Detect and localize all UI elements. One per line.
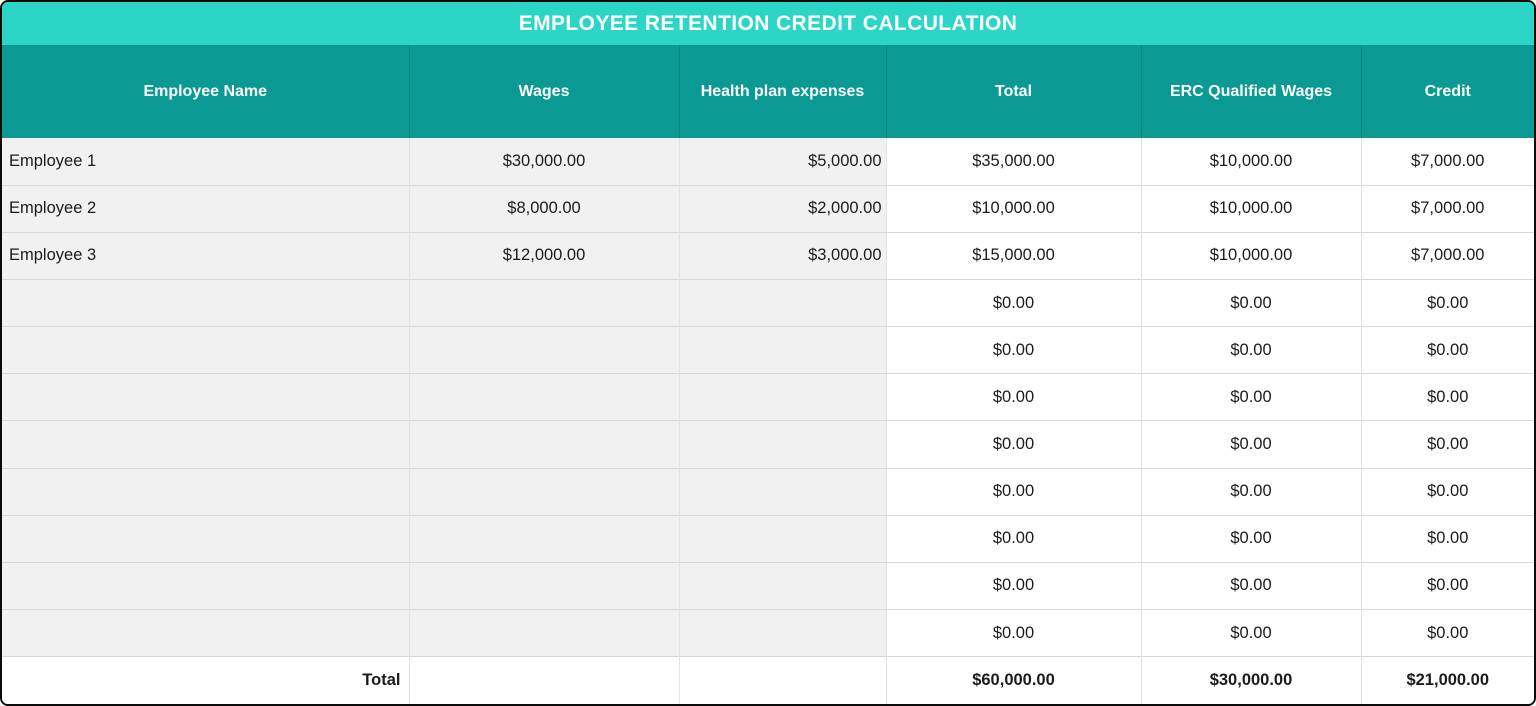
cell-erc-qualified-wages-row10[interactable]: $0.00 — [1140, 561, 1361, 610]
cell-health-plan-expenses-row3[interactable]: $3,000.00 — [678, 231, 886, 280]
total-cell-credit[interactable]: $21,000.00 — [1360, 656, 1534, 704]
cell-erc-qualified-wages-row9[interactable]: $0.00 — [1140, 514, 1361, 563]
table-row-10: $0.00 $0.00 $0.00 — [2, 561, 1534, 610]
cell-health-plan-expenses-row8[interactable] — [678, 467, 886, 516]
cell-health-plan-expenses-row1[interactable]: $5,000.00 — [678, 138, 886, 186]
cell-total-row7[interactable]: $0.00 — [885, 420, 1141, 469]
cell-health-plan-expenses-row6[interactable] — [678, 373, 886, 421]
cell-erc-qualified-wages-row3[interactable]: $10,000.00 — [1140, 231, 1361, 280]
table-row-11: $0.00 $0.00 $0.00 — [2, 609, 1534, 657]
cell-erc-qualified-wages-row8[interactable]: $0.00 — [1140, 467, 1361, 516]
column-header-total[interactable]: Total — [885, 45, 1141, 138]
cell-erc-qualified-wages-row2[interactable]: $10,000.00 — [1140, 184, 1361, 233]
total-cell-health-plan-expenses[interactable] — [678, 656, 886, 704]
cell-erc-qualified-wages-row5[interactable]: $0.00 — [1140, 326, 1361, 374]
sheet-title-bar[interactable]: EMPLOYEE RETENTION CREDIT CALCULATION — [2, 2, 1534, 45]
column-header-wages[interactable]: Wages — [408, 45, 679, 138]
cell-wages-row7[interactable] — [408, 420, 679, 469]
cell-employee-name-row4[interactable] — [2, 278, 409, 327]
cell-wages-row8[interactable] — [408, 467, 679, 516]
cell-wages-row10[interactable] — [408, 561, 679, 610]
cell-credit-row2[interactable]: $7,000.00 — [1360, 184, 1534, 233]
cell-erc-qualified-wages-row11[interactable]: $0.00 — [1140, 609, 1361, 657]
cell-erc-qualified-wages-row7[interactable]: $0.00 — [1140, 420, 1361, 469]
total-cell-wages[interactable] — [408, 656, 679, 704]
total-row: Total $60,000.00 $30,000.00 $21,000.00 — [2, 656, 1534, 704]
cell-wages-row5[interactable] — [408, 326, 679, 374]
sheet-title: EMPLOYEE RETENTION CREDIT CALCULATION — [518, 11, 1018, 35]
table-row-1: Employee 1 $30,000.00 $5,000.00 $35,000.00 $… — [2, 138, 1534, 186]
cell-wages-row11[interactable] — [408, 609, 679, 657]
table-row-8: $0.00 $0.00 $0.00 — [2, 467, 1534, 516]
cell-credit-row9[interactable]: $0.00 — [1360, 514, 1534, 563]
cell-credit-row6[interactable]: $0.00 — [1360, 373, 1534, 421]
cell-total-row5[interactable]: $0.00 — [885, 326, 1141, 374]
cell-erc-qualified-wages-row4[interactable]: $0.00 — [1140, 278, 1361, 327]
table-row-5: $0.00 $0.00 $0.00 — [2, 326, 1534, 374]
cell-credit-row10[interactable]: $0.00 — [1360, 561, 1534, 610]
cell-total-row9[interactable]: $0.00 — [885, 514, 1141, 563]
cell-credit-row7[interactable]: $0.00 — [1360, 420, 1534, 469]
cell-credit-row4[interactable]: $0.00 — [1360, 278, 1534, 327]
column-header-employee-name[interactable]: Employee Name — [2, 45, 409, 138]
cell-total-row2[interactable]: $10,000.00 — [885, 184, 1141, 233]
header-row: Employee Name Wages Health plan expenses To… — [2, 45, 1534, 138]
cell-health-plan-expenses-row2[interactable]: $2,000.00 — [678, 184, 886, 233]
cell-total-row4[interactable]: $0.00 — [885, 278, 1141, 327]
cell-employee-name-row10[interactable] — [2, 561, 409, 610]
column-header-health-plan-expenses[interactable]: Health plan expenses — [678, 45, 886, 138]
table-row-2: Employee 2 $8,000.00 $2,000.00 $10,000.00 $1… — [2, 184, 1534, 233]
cell-employee-name-row9[interactable] — [2, 514, 409, 563]
cell-credit-row5[interactable]: $0.00 — [1360, 326, 1534, 374]
cell-wages-row1[interactable]: $30,000.00 — [408, 138, 679, 186]
cell-employee-name-row7[interactable] — [2, 420, 409, 469]
cell-employee-name-row8[interactable] — [2, 467, 409, 516]
cell-credit-row1[interactable]: $7,000.00 — [1360, 138, 1534, 186]
table-row-6: $0.00 $0.00 $0.00 — [2, 373, 1534, 421]
table-row-9: $0.00 $0.00 $0.00 — [2, 514, 1534, 563]
cell-employee-name-row1[interactable]: Employee 1 — [2, 138, 409, 186]
cell-total-row11[interactable]: $0.00 — [885, 609, 1141, 657]
cell-employee-name-row6[interactable] — [2, 373, 409, 421]
cell-total-row8[interactable]: $0.00 — [885, 467, 1141, 516]
cell-health-plan-expenses-row9[interactable] — [678, 514, 886, 563]
cell-employee-name-row11[interactable] — [2, 609, 409, 657]
cell-total-row6[interactable]: $0.00 — [885, 373, 1141, 421]
erc-table: Employee Name Wages Health plan expenses To… — [2, 45, 1534, 704]
cell-total-row10[interactable]: $0.00 — [885, 561, 1141, 610]
total-label-cell[interactable]: Total — [2, 656, 409, 704]
cell-health-plan-expenses-row5[interactable] — [678, 326, 886, 374]
cell-wages-row3[interactable]: $12,000.00 — [408, 231, 679, 280]
cell-credit-row3[interactable]: $7,000.00 — [1360, 231, 1534, 280]
cell-total-row1[interactable]: $35,000.00 — [885, 138, 1141, 186]
total-cell-erc-qualified-wages[interactable]: $30,000.00 — [1140, 656, 1361, 704]
table-row-7: $0.00 $0.00 $0.00 — [2, 420, 1534, 469]
cell-wages-row4[interactable] — [408, 278, 679, 327]
cell-health-plan-expenses-row11[interactable] — [678, 609, 886, 657]
cell-health-plan-expenses-row7[interactable] — [678, 420, 886, 469]
cell-health-plan-expenses-row4[interactable] — [678, 278, 886, 327]
table-row-3: Employee 3 $12,000.00 $3,000.00 $15,000.00 $… — [2, 231, 1534, 280]
cell-wages-row2[interactable]: $8,000.00 — [408, 184, 679, 233]
cell-employee-name-row2[interactable]: Employee 2 — [2, 184, 409, 233]
cell-credit-row11[interactable]: $0.00 — [1360, 609, 1534, 657]
cell-health-plan-expenses-row10[interactable] — [678, 561, 886, 610]
cell-total-row3[interactable]: $15,000.00 — [885, 231, 1141, 280]
cell-wages-row6[interactable] — [408, 373, 679, 421]
cell-employee-name-row5[interactable] — [2, 326, 409, 374]
column-header-credit[interactable]: Credit — [1360, 45, 1534, 138]
cell-credit-row8[interactable]: $0.00 — [1360, 467, 1534, 516]
column-header-erc-qualified-wages[interactable]: ERC Qualified Wages — [1140, 45, 1361, 138]
cell-erc-qualified-wages-row6[interactable]: $0.00 — [1140, 373, 1361, 421]
cell-employee-name-row3[interactable]: Employee 3 — [2, 231, 409, 280]
total-cell-total[interactable]: $60,000.00 — [885, 656, 1141, 704]
cell-wages-row9[interactable] — [408, 514, 679, 563]
table-row-4: $0.00 $0.00 $0.00 — [2, 278, 1534, 327]
cell-erc-qualified-wages-row1[interactable]: $10,000.00 — [1140, 138, 1361, 186]
